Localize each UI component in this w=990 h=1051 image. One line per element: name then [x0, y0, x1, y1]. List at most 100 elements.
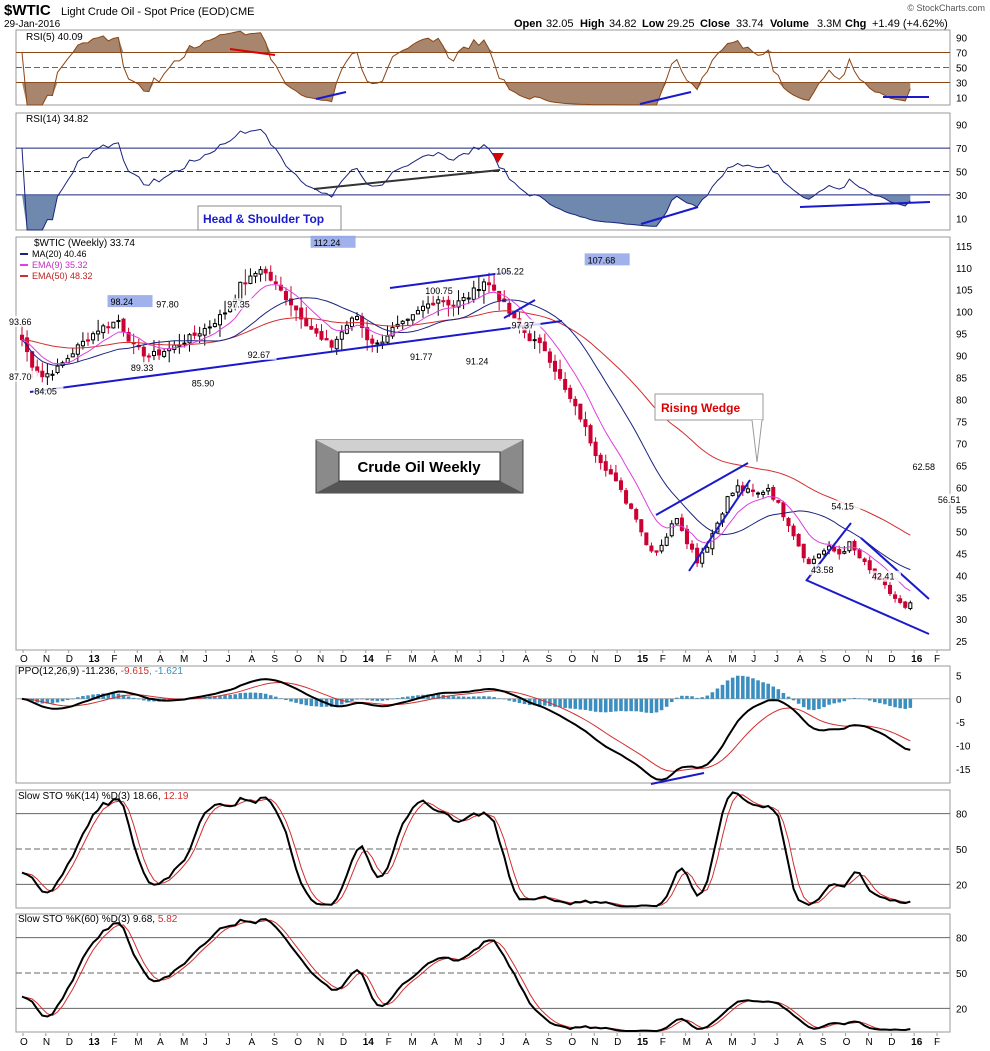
price-candle: [527, 333, 532, 342]
x-axis-tick-label: A: [249, 654, 256, 665]
price-candle: [639, 519, 644, 533]
x-axis-tick-label: M: [180, 1037, 188, 1048]
price-candle: [837, 548, 842, 555]
ppo-histogram-bar: [131, 697, 136, 699]
price-candle: [847, 541, 852, 552]
g-sto60-k-line: [21, 918, 911, 1033]
volume-value: 3.3M: [817, 18, 841, 30]
ppo-histogram-bar: [862, 698, 867, 700]
price-candle: [60, 362, 65, 367]
price-value-label: 84.05: [34, 386, 57, 396]
price-ytick: 40: [956, 571, 968, 582]
ppo-histogram-bar: [553, 698, 557, 707]
price-label-bg: [510, 319, 541, 331]
ppo-histogram-bar: [690, 696, 694, 699]
price-candle: [207, 326, 212, 329]
price-candle: [654, 550, 659, 553]
ppo-histogram-bar: [70, 698, 75, 700]
x-axis-tick-label: A: [706, 654, 713, 665]
price-value-label: 107.68: [588, 255, 616, 265]
ppo-histogram-bar: [710, 692, 715, 699]
price-candle: [471, 287, 476, 300]
price-value-label: 92.67: [248, 350, 271, 360]
ppo-histogram-bar: [136, 698, 141, 700]
price-candle: [70, 353, 75, 358]
sto14-title: Slow STO %K(14) %D(3) 18.66, 12.19: [18, 791, 189, 802]
price-candle: [862, 558, 867, 562]
price-value-label: 112.24: [314, 238, 341, 248]
x-axis-tick-label: J: [477, 654, 482, 665]
price-candle: [187, 334, 192, 344]
x-axis-tick-label: J: [477, 1037, 482, 1048]
price-candle: [116, 320, 121, 323]
ppo-histogram-bar: [370, 698, 375, 701]
price-candle: [25, 337, 30, 353]
ppo-histogram-bar: [583, 698, 588, 710]
ema9-line: [21, 284, 911, 592]
ppo-histogram-bar: [512, 698, 517, 702]
ppo-histogram-bar: [573, 698, 578, 709]
price-ytick: 50: [956, 527, 968, 538]
ppo-histogram-bar: [893, 698, 897, 708]
x-axis-tick-label: A: [157, 1037, 164, 1048]
ppo-histogram-bar: [537, 698, 542, 706]
ppo-ytick: -15: [956, 765, 971, 776]
ppo-histogram-bar: [268, 695, 273, 699]
ppo-histogram-bar: [832, 698, 836, 704]
price-candle: [146, 355, 151, 358]
x-axis-tick-label: N: [43, 1037, 50, 1048]
price-candle: [690, 543, 695, 550]
x-axis-tick-label: M: [728, 654, 736, 665]
price-value-label: 105.22: [496, 266, 524, 276]
price-candle: [212, 323, 217, 328]
price-candle: [852, 540, 857, 551]
ppo-histogram-bar: [629, 698, 633, 712]
ppo-histogram-bar: [558, 698, 562, 708]
x-axis-tick-label: S: [271, 654, 278, 665]
price-trendline: [860, 537, 930, 600]
price-candle: [908, 602, 913, 609]
ppo-ytick: -5: [956, 718, 965, 729]
ppo-histogram-bar: [852, 697, 857, 699]
price-candle: [309, 326, 314, 330]
price-candle: [608, 469, 613, 475]
price-ytick: 65: [956, 461, 968, 472]
price-candle: [162, 350, 167, 357]
ppo-histogram-bar: [705, 695, 710, 699]
price-candle: [19, 334, 25, 341]
price-candle: [588, 425, 593, 444]
ppo-histogram-bar: [218, 695, 222, 699]
ppo-histogram-bar: [609, 698, 613, 712]
ppo-histogram-bar: [735, 675, 740, 699]
volume-label: Volume: [770, 18, 809, 30]
price-candle: [40, 370, 45, 378]
price-label-bg: [424, 285, 455, 297]
price-candle: [674, 518, 679, 525]
ppo-histogram-bar: [588, 698, 593, 711]
price-candle: [410, 314, 415, 321]
price-candle: [811, 558, 816, 564]
ppo-ytick: -10: [956, 742, 971, 753]
price-candle: [603, 461, 608, 471]
ppo-histogram-bar: [248, 692, 253, 699]
price-candle: [329, 340, 334, 348]
price-candle: [400, 320, 405, 325]
rsi14-ytick: 70: [956, 144, 968, 155]
price-candle: [563, 378, 568, 390]
rsi14-ytick: 30: [956, 191, 968, 202]
x-axis-tick-label: J: [751, 1037, 756, 1048]
ppo-histogram-bar: [659, 698, 664, 711]
ppo-histogram-bar: [680, 695, 684, 699]
ppo-histogram-bar: [593, 698, 598, 712]
ppo-histogram-bar: [294, 698, 298, 703]
price-candle: [370, 338, 375, 344]
price-candle: [756, 492, 761, 495]
rsi5-divergence-line: [229, 48, 276, 56]
price-panel: 25 30 35 40 45 50 55 60 65 70 75 80 85 90 95 100 105 110 1…: [8, 235, 973, 648]
price-candle: [507, 302, 512, 314]
price-trendline: [389, 271, 511, 289]
ppo-histogram-bar: [482, 696, 486, 699]
price-candle: [476, 289, 481, 292]
x-axis-tick-label: N: [865, 1037, 872, 1048]
x-axis-tick-label: D: [888, 654, 895, 665]
